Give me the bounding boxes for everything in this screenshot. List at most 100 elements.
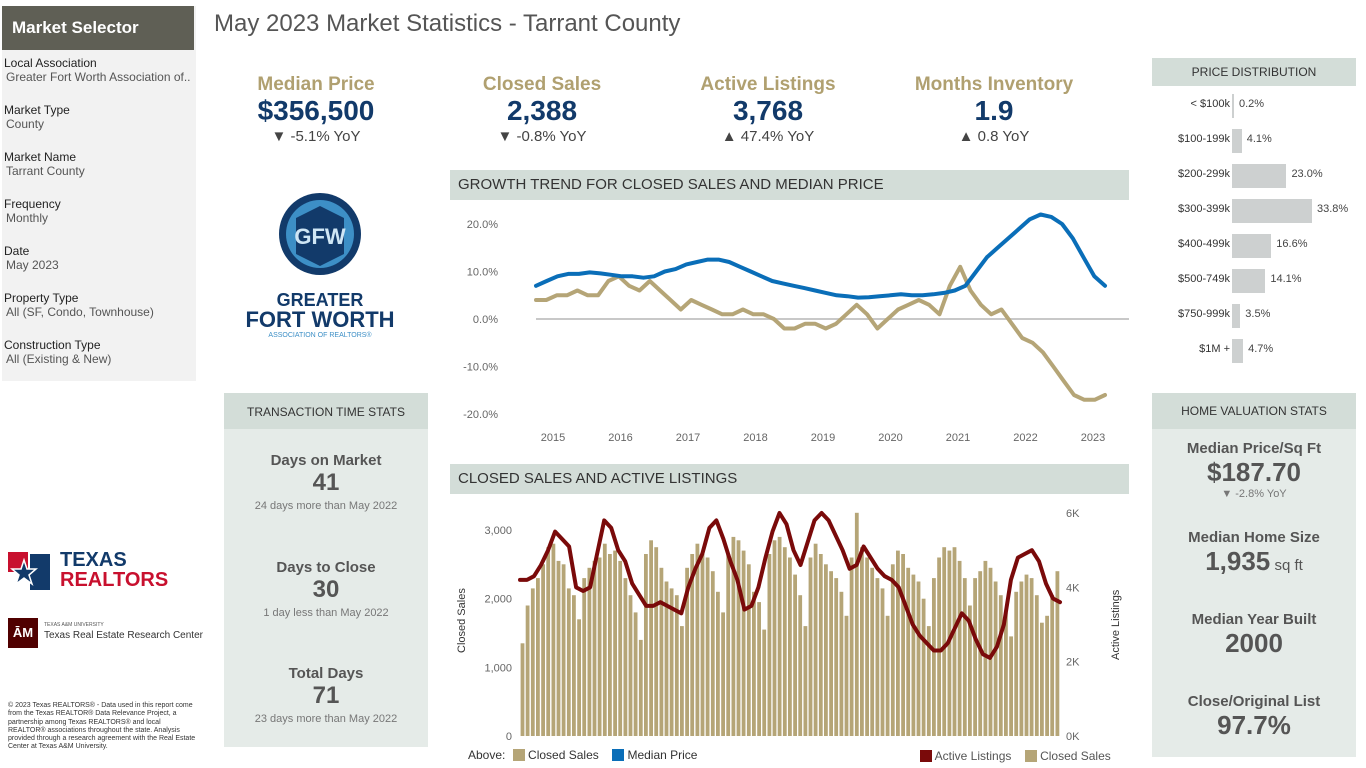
closed-sales-bar [561,564,566,736]
filter-frequency[interactable]: Frequency Monthly [4,197,61,225]
closed-sales-bar [1014,591,1019,736]
tamu-logo: ĀM TEXAS A&M UNIVERSITY Texas Real Estat… [8,618,203,650]
price-dist-row: < $100k 0.2% [1152,94,1362,118]
closed-sales-bar [530,588,535,736]
closed-sales-bar [880,588,885,736]
closed-sales-bar [1019,581,1024,736]
closed-sales-bar [623,578,628,736]
closed-sales-bar [968,605,972,736]
legend-prefix: Above: [468,748,506,762]
stat-days-on-market: Days on Market 41 24 days more than May 20… [254,452,398,512]
growth-y-tick: 10.0% [467,267,498,279]
closed-sales-bar [525,605,530,736]
closed-left-tick: 3,000 [484,525,512,537]
stat-days-to-close: Days to Close 30 1 day less than May 2022 [263,559,389,619]
kpi-active-listings: Active Listings 3,768 ▲ 47.4% YoY [700,74,836,145]
closed-sales-bar [690,554,695,736]
transaction-stats-panel [224,429,428,747]
growth-x-tick: 2018 [743,432,767,444]
closed-sales-bar [674,595,679,736]
closed-sales-bar [536,578,540,736]
gfw-emblem-icon: GFW [279,193,361,275]
filter-date[interactable]: Date May 2023 [4,244,59,272]
closed-sales-bar [685,567,689,736]
legend-swatch-median [612,749,625,761]
closed-sales-bar [649,540,653,736]
legend-swatch-active [920,750,932,762]
closed-sales-bar [916,581,921,736]
closed-sales-axis-title: Closed Sales [456,588,468,653]
price-dist-row: $400-499k 16.6% [1152,234,1362,258]
transaction-stats-header: TRANSACTION TIME STATS [224,393,428,429]
closed-sales-bar [736,540,741,736]
closed-sales-bar [767,554,772,736]
closed-sales-bar [896,550,900,736]
closed-sales-bar [782,547,787,736]
closed-sales-bar [762,629,767,736]
price-dist-value: 3.5% [1245,308,1271,320]
price-dist-value: 0.2% [1239,98,1265,110]
closed-sales-bar [937,557,941,736]
closed-sales-bar [572,595,576,736]
closed-sales-bar [757,602,761,736]
closed-sales-bar [669,588,674,736]
closed-sales-bar [633,612,638,736]
closed-sales-bar [788,557,792,736]
closed-sales-bar [885,615,890,736]
price-dist-label: $400-499k [1178,238,1230,250]
growth-x-tick: 2015 [541,432,565,444]
copyright-text: © 2023 Texas REALTORS® - Data used in th… [8,702,196,751]
closed-sales-bar [746,564,751,736]
price-dist-row: $500-749k 14.1% [1152,269,1362,293]
closed-sales-bar [664,581,669,736]
stat-price-per-sqft: Median Price/Sq Ft $187.70 ▼ -2.8% YoY [1186,440,1322,500]
market-selector-title: Market Selector [2,6,194,50]
closed-sales-bar [541,564,545,736]
closed-left-tick: 0 [506,731,512,742]
closed-sales-bar [772,540,777,736]
texas-realtors-logo: TEXAS REALTORS [8,550,188,594]
median-price-growth-line [534,212,1107,300]
filter-market-type[interactable]: Market Type County [4,103,70,131]
kpi-closed-sales: Closed Sales 2,388 ▼ -0.8% YoY [482,74,602,145]
price-dist-label: $750-999k [1178,308,1230,320]
price-dist-row: $1M + 4.7% [1152,339,1362,363]
texas-star-icon [8,552,50,590]
price-dist-bar [1232,234,1272,258]
filter-market-name[interactable]: Market Name Tarrant County [4,150,85,178]
filter-local-association[interactable]: Local Association Greater Fort Worth Asso… [4,56,191,84]
price-dist-bar [1232,129,1242,153]
closed-sales-bar [1040,622,1044,736]
growth-y-tick: 0.0% [473,314,498,326]
growth-x-tick: 2022 [1013,432,1037,444]
closed-sales-bar [921,598,926,736]
price-dist-value: 14.1% [1270,273,1302,285]
growth-y-tick: -10.0% [463,362,498,374]
price-dist-row: $200-299k 23.0% [1152,164,1362,188]
legend-median-price: Median Price [627,748,698,762]
filter-property-type[interactable]: Property Type All (SF, Condo, Townhouse) [4,291,154,319]
closed-sales-bar [926,626,931,736]
growth-x-tick: 2017 [676,432,700,444]
price-dist-value: 4.1% [1246,133,1272,145]
price-dist-label: < $100k [1190,98,1230,110]
closed-sales-bar [628,595,633,736]
legend-swatch-closed [512,749,525,761]
filter-construction-type[interactable]: Construction Type All (Existing & New) [4,338,112,366]
closed-sales-bar [592,560,597,736]
closed-sales-bar [700,554,705,736]
growth-x-tick: 2019 [811,432,835,444]
closed-sales-bar [1034,595,1039,736]
closed-sales-bar [813,543,818,736]
closed-sales-bar [566,588,571,736]
legend-above: Above: Closed Sales Median Price [468,748,697,762]
closed-sales-bar [608,554,612,736]
closed-sales-bar [844,615,849,736]
closed-right-tick: 0K [1066,731,1080,742]
price-dist-value: 16.6% [1276,238,1308,250]
growth-chart-header: GROWTH TREND FOR CLOSED SALES AND MEDIAN… [450,170,1129,200]
closed-sales-bar [1045,615,1049,736]
kpi-median-price: Median Price $356,500 ▼ -5.1% YoY [257,74,375,145]
stat-total-days: Total Days 71 23 days more than May 2022 [254,665,398,725]
gfw-logo-line2: FORT WORTH [245,307,395,332]
